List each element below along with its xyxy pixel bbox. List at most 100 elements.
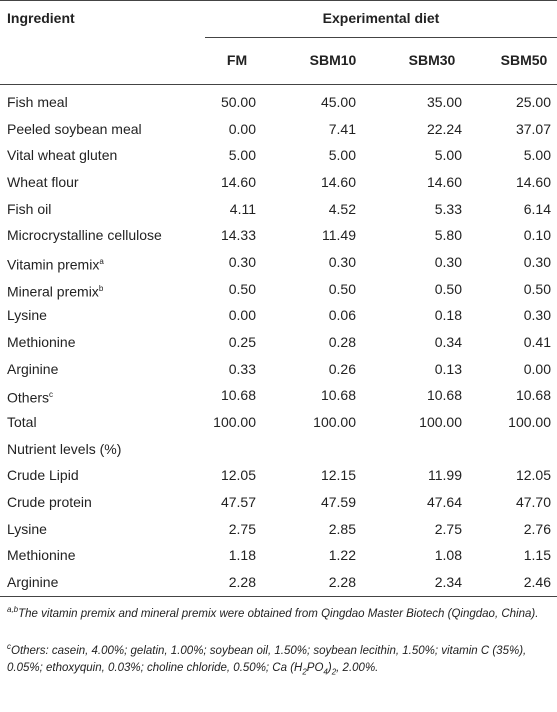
cell-value: 0.13 (434, 360, 462, 377)
row-note: a (99, 257, 104, 267)
footnote-subscript: 2 (331, 667, 337, 677)
cell-value: 5.80 (434, 227, 462, 244)
row-label: Lysine (7, 520, 47, 538)
cell-value: 25.00 (515, 94, 551, 110)
cell-value: 47.64 (426, 494, 462, 511)
footnote-subscript: 4 (323, 667, 328, 677)
cell-value: 35.00 (426, 94, 462, 110)
cell-value: 0.30 (434, 254, 462, 271)
cell-value: 14.60 (515, 174, 551, 190)
row-label-text: Arginine (7, 574, 59, 591)
header-ingredient: Ingredient (7, 10, 75, 26)
cell-value: 10.68 (426, 387, 462, 404)
cell-value: 45.00 (320, 94, 356, 110)
row-label-text: Fish oil (7, 200, 52, 217)
column-header: FM (226, 52, 248, 68)
cell-value: 2.75 (228, 520, 256, 537)
cell-value: 50.00 (220, 94, 256, 110)
cell-value: 14.60 (220, 174, 256, 190)
cell-value: 0.00 (228, 120, 256, 137)
cell-value: 0.28 (328, 334, 356, 351)
group-rule (205, 37, 557, 38)
cell-value: 6.14 (523, 200, 551, 217)
cell-value: 2.76 (523, 520, 551, 537)
row-label-text: Fish meal (7, 94, 68, 110)
cell-value: 1.15 (523, 547, 551, 564)
cell-value: 12.05 (515, 467, 551, 484)
row-label: Vitamin premixa (7, 253, 104, 274)
row-label-text: Crude protein (7, 494, 92, 511)
cell-value: 10.68 (220, 387, 256, 404)
cell-value: 22.24 (426, 120, 462, 137)
cell-value: 0.41 (523, 334, 551, 351)
cell-value: 0.10 (523, 227, 551, 244)
row-label: Total (7, 413, 37, 431)
cell-value: 4.52 (328, 200, 356, 217)
footnote-text: , 2.00%. (336, 661, 379, 674)
footnote: a,bThe vitamin premix and mineral premix… (7, 601, 552, 623)
cell-value: 0.00 (228, 307, 256, 324)
cell-value: 14.60 (320, 174, 356, 190)
cell-value: 0.34 (434, 334, 462, 351)
cell-value: 0.30 (523, 307, 551, 324)
footnote-text: ) (327, 661, 332, 674)
cell-value: 100.00 (419, 414, 462, 431)
cell-value: 37.07 (515, 120, 551, 137)
cell-value: 11.99 (428, 467, 462, 484)
cell-value: 12.05 (220, 467, 256, 484)
header-rule (0, 84, 557, 85)
cell-value: 0.06 (328, 307, 356, 324)
cell-value: 0.30 (228, 254, 256, 271)
column-header: SBM10 (309, 52, 357, 68)
row-label: Wheat flour (7, 173, 79, 191)
cell-value: 1.18 (228, 547, 256, 564)
cell-value: 10.68 (320, 387, 356, 404)
cell-value: 47.59 (320, 494, 356, 511)
cell-value: 14.33 (220, 227, 256, 244)
footnote-subscript: 2 (302, 667, 307, 677)
footnote: cOthers: casein, 4.00%; gelatin, 1.00%; … (7, 638, 552, 680)
cell-value: 10.68 (515, 387, 551, 404)
cell-value: 0.50 (228, 280, 256, 297)
cell-value: 12.15 (320, 467, 356, 484)
bottom-rule (0, 596, 557, 597)
column-header: SBM30 (408, 52, 456, 68)
cell-value: 1.08 (434, 547, 462, 564)
cell-value: 2.28 (328, 574, 356, 591)
row-label: Peeled soybean meal (7, 120, 142, 138)
cell-value: 5.00 (434, 147, 462, 164)
cell-value: 0.33 (228, 360, 256, 377)
cell-value: 5.00 (328, 147, 356, 164)
row-label-text: Microcrystalline cellulose (7, 227, 162, 244)
row-label-text: Peeled soybean meal (7, 120, 142, 137)
cell-value: 2.34 (434, 574, 462, 591)
row-label-text: Methionine (7, 547, 76, 564)
header-group: Experimental diet (322, 10, 440, 26)
row-label: Nutrient levels (%) (7, 440, 121, 458)
cell-value: 47.70 (515, 494, 551, 511)
row-label-text: Others (7, 390, 50, 407)
cell-value: 5.00 (523, 147, 551, 164)
row-label-text: Total (7, 414, 37, 431)
row-label-text: Lysine (7, 307, 47, 324)
row-note: b (98, 283, 104, 293)
footnote-marker: c (7, 642, 11, 651)
cell-value: 7.41 (328, 120, 356, 137)
cell-value: 4.11 (229, 200, 256, 217)
cell-value: 0.50 (523, 280, 551, 297)
row-label: Arginine (7, 360, 58, 378)
row-label-text: Nutrient levels (%) (7, 440, 122, 457)
column-header: SBM50 (500, 52, 548, 68)
row-label: Othersc (7, 386, 53, 407)
row-label: Microcrystalline cellulose (7, 226, 162, 244)
cell-value: 2.75 (434, 520, 462, 537)
cell-value: 100.00 (508, 414, 551, 431)
row-label: Arginine (7, 573, 58, 591)
row-label-text: Lysine (7, 520, 47, 537)
row-label-text: Arginine (7, 360, 59, 377)
footnote-text: The vitamin premix and mineral premix we… (18, 607, 539, 620)
cell-value: 100.00 (313, 414, 356, 431)
footnote-text: PO (306, 661, 324, 674)
cell-value: 0.30 (328, 254, 356, 271)
